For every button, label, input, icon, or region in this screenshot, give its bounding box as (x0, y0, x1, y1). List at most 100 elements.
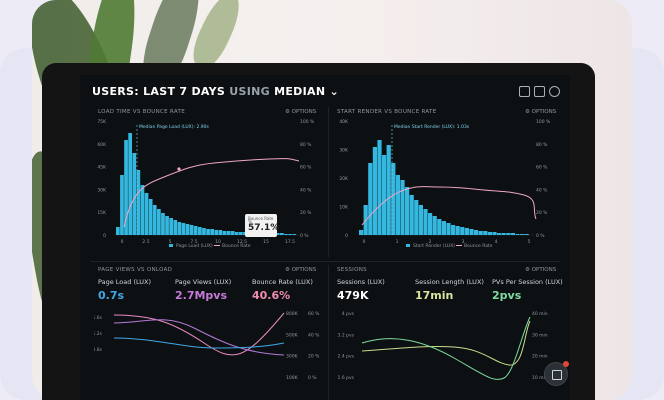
histogram-bar[interactable] (210, 229, 214, 235)
histogram-bar[interactable] (414, 200, 419, 235)
chart-icon[interactable] (534, 86, 545, 97)
histogram-bar[interactable] (455, 226, 460, 235)
histogram-bar[interactable] (292, 234, 296, 235)
histogram-bar[interactable] (169, 218, 173, 235)
panel-divider (328, 265, 329, 400)
histogram-bar[interactable] (510, 233, 515, 235)
options-button-render[interactable]: ⚙ OPTIONS (525, 109, 557, 115)
histogram-bar[interactable] (239, 232, 243, 235)
histogram-bar[interactable] (474, 230, 479, 235)
histogram-bar[interactable] (230, 231, 235, 235)
y-axis-right-label: 40 % (536, 187, 548, 193)
histogram-bar[interactable] (368, 163, 373, 235)
y-axis-right-labels: 800K 500K 300K 100K (286, 311, 299, 381)
y-axis-right-label: 80 % (300, 142, 312, 148)
histogram-bar[interactable] (288, 234, 292, 235)
histogram-bar[interactable] (177, 222, 182, 235)
y-axis-right-label: 0 % (300, 233, 309, 239)
y-axis-right-label: 0 % (536, 233, 545, 239)
histogram-bar[interactable] (116, 227, 120, 235)
histogram-bar[interactable] (446, 223, 451, 235)
histogram-bar[interactable] (418, 205, 423, 235)
histogram-bar[interactable] (386, 145, 391, 235)
chevron-down-icon[interactable]: ⌄ (329, 85, 340, 98)
options-button-pageviews[interactable]: ⚙ OPTIONS (285, 267, 317, 273)
histogram-bar[interactable] (405, 187, 410, 235)
histogram-bar[interactable] (226, 231, 231, 235)
histogram-bar[interactable] (128, 133, 132, 235)
histogram-bar[interactable] (243, 232, 247, 235)
histogram-bar[interactable] (497, 233, 502, 235)
tooltip-point[interactable] (177, 167, 181, 171)
legend-start-render[interactable]: Start Render (LUX) (413, 243, 455, 249)
options-button-sessions[interactable]: ⚙ OPTIONS (525, 267, 557, 273)
histogram-bar[interactable] (185, 224, 190, 235)
histogram-bar[interactable] (423, 209, 428, 235)
legend-page-load[interactable]: Page Load (LUX) (176, 243, 213, 249)
histogram-bar[interactable] (173, 220, 178, 235)
histogram-bar[interactable] (120, 175, 124, 235)
histogram-bar[interactable] (222, 231, 227, 235)
histogram-bar[interactable] (437, 219, 442, 235)
histogram-bar[interactable] (372, 147, 377, 235)
histogram-bar[interactable] (506, 233, 511, 235)
chat-button[interactable] (544, 361, 569, 386)
histogram-bar[interactable] (202, 228, 206, 235)
metric-label-session-length: Session Length (LUX) (415, 278, 484, 286)
y-axis-right2-label: 40 % (308, 332, 320, 338)
histogram-bar[interactable] (382, 155, 387, 235)
histogram-bar[interactable] (483, 231, 488, 235)
histogram-bar[interactable] (193, 226, 198, 235)
histogram-bar[interactable] (515, 234, 520, 235)
histogram-bar[interactable] (428, 213, 433, 235)
y-axis-label: 4 pvs (342, 311, 355, 317)
histogram-bar[interactable] (464, 228, 469, 235)
histogram-bar[interactable] (469, 229, 474, 235)
histogram-bar[interactable] (400, 180, 405, 235)
histogram-bar[interactable] (451, 225, 456, 235)
histogram-bar[interactable] (161, 213, 165, 235)
histogram-bar[interactable] (189, 225, 194, 235)
histogram-bar[interactable] (520, 234, 525, 235)
histogram-bar[interactable] (501, 233, 506, 235)
histogram-bar[interactable] (409, 195, 414, 235)
histogram-bar[interactable] (359, 230, 364, 235)
session-length-line (361, 320, 531, 366)
legend-bounce-rate[interactable]: Bounce Rate (222, 243, 251, 249)
histogram-bar[interactable] (157, 209, 161, 235)
histogram-bar[interactable] (377, 140, 382, 235)
monitor-icon[interactable] (519, 86, 530, 97)
x-axis-label: 17.5 (285, 239, 295, 245)
histogram-bar[interactable] (124, 140, 128, 235)
y-axis-label: 30K (97, 187, 107, 193)
histogram-bar[interactable] (460, 227, 465, 235)
histogram-bar[interactable] (136, 170, 141, 235)
options-button-load[interactable]: ⚙ OPTIONS (285, 109, 317, 115)
histogram-bar[interactable] (441, 221, 446, 235)
histogram-bar[interactable] (198, 227, 202, 235)
histogram-bar[interactable] (152, 205, 157, 235)
dashboard-title[interactable]: USERS: LAST 7 DAYS USING MEDIAN ⌄ (92, 85, 339, 98)
histogram-bar[interactable] (144, 193, 149, 235)
histogram-bar[interactable] (214, 230, 219, 235)
histogram-bar[interactable] (132, 153, 137, 235)
histogram-bar[interactable] (234, 232, 239, 235)
histogram-bar[interactable] (148, 199, 153, 235)
histogram-bar[interactable] (140, 185, 145, 235)
histogram-bar[interactable] (492, 232, 497, 235)
histogram-bar[interactable] (395, 175, 400, 235)
histogram-bar[interactable] (181, 223, 186, 235)
histogram-bar[interactable] (478, 231, 483, 235)
histogram-bar[interactable] (487, 232, 492, 235)
help-icon[interactable] (549, 86, 560, 97)
legend-bounce-rate[interactable]: Bounce Rate (464, 243, 493, 249)
histogram-bar[interactable] (165, 216, 169, 235)
histogram-bar[interactable] (432, 216, 437, 235)
histogram-bar[interactable] (280, 233, 284, 235)
histogram-bar[interactable] (524, 234, 529, 235)
histogram-bar[interactable] (275, 233, 280, 235)
histogram-bar[interactable] (391, 163, 396, 235)
histogram-bar[interactable] (284, 234, 288, 235)
histogram-bar[interactable] (206, 229, 210, 235)
histogram-bar[interactable] (218, 230, 223, 235)
